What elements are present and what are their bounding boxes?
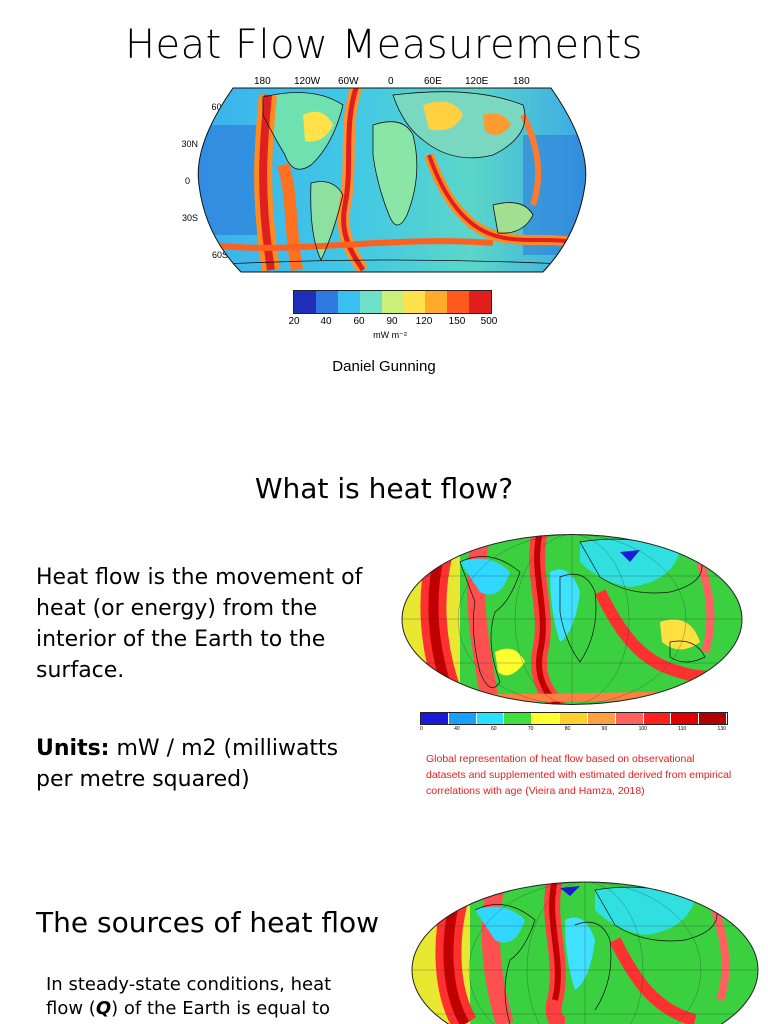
colorbar-swatch [447,291,470,313]
colorbar-tick: 60 [491,726,497,732]
colorbar-tick: 90 [386,316,398,327]
colorbar-swatch [448,713,477,724]
colorbar-tick: 70 [527,726,534,732]
colorbar-tick: 500 [480,316,498,327]
heat-flow-world-map [197,87,587,273]
colorbar-tick: 20 [288,316,300,327]
colorbar-tick: 0 [420,726,423,732]
slide-title: Heat Flow Measurements [124,22,644,68]
colorbar-swatch [587,713,616,724]
colorbar-tick: 100 [638,726,647,732]
colorbar-tick: 120 [415,316,433,327]
global-heat-flow-map [401,534,743,705]
lon-label: 60E [424,76,442,87]
heat-flow-symbol: Q [95,998,112,1019]
map-colorbar-ticks: 0 40 60 70 80 90 100 110 130 [420,726,726,734]
colorbar-unit: mW m⁻² [373,330,407,340]
colorbar-swatch [421,713,449,724]
colorbar-swatch [560,713,588,724]
colorbar-tick: 40 [320,316,332,327]
units-label: Units: [36,736,110,761]
colorbar-swatch [425,291,448,313]
lon-label: 120E [465,76,489,87]
colorbar-swatch [469,291,492,313]
lat-label: 30S [181,213,198,223]
paragraph-text: In steady-state conditions, heat flow ( [46,974,332,1019]
global-heat-flow-map-2 [411,881,759,1024]
colorbar-swatch [504,713,533,724]
colorbar-tick: 40 [454,726,460,732]
colorbar-tick: 80 [564,726,571,732]
colorbar-swatch [337,291,360,313]
colorbar-tick: 130 [717,726,726,732]
lat-label: 60S [211,250,228,260]
colorbar-swatch [315,291,338,313]
lon-label: 180 [513,76,530,87]
units-text: mW / m2 (milliwatts per metre squared) [36,736,339,792]
definition-paragraph: Heat flow is the movement of heat (or en… [36,565,363,683]
lat-label: 60N [211,102,228,112]
colorbar-swatch [359,291,382,313]
author-name: Daniel Gunning [332,358,436,375]
colorbar-swatch [615,713,644,724]
lon-label: 60W [338,76,359,87]
units-paragraph: Units: mW / m2 (milliwatts per metre squ… [36,733,381,795]
map-caption: Global representation of heat flow based… [426,753,732,797]
paragraph-text: ) of the Earth is equal to [111,998,331,1019]
colorbar-swatch [532,713,561,724]
colorbar-tick: 150 [448,316,466,327]
section-title: What is heat flow? [254,472,514,505]
heat-flow-colorbar [293,290,492,314]
lon-label: 0 [388,76,394,87]
colorbar-swatch [403,291,426,313]
steady-state-paragraph: In steady-state conditions, heat flow (Q… [46,973,346,1021]
lon-label: 120W [294,76,321,87]
colorbar-swatch [671,713,700,724]
colorbar-tick: 90 [601,726,608,732]
colorbar-swatch [643,713,672,724]
map-colorbar [420,712,728,725]
colorbar-swatch [294,291,316,313]
colorbar-swatch [699,713,727,724]
colorbar-swatch [476,713,505,724]
colorbar-tick: 60 [353,316,365,327]
lat-label: 30N [181,139,198,149]
colorbar-tick: 110 [678,726,687,732]
lat-label: 0 [184,176,190,186]
colorbar-swatch [381,291,404,313]
lon-label: 180 [254,76,271,87]
section-title: The sources of heat flow [36,906,380,939]
